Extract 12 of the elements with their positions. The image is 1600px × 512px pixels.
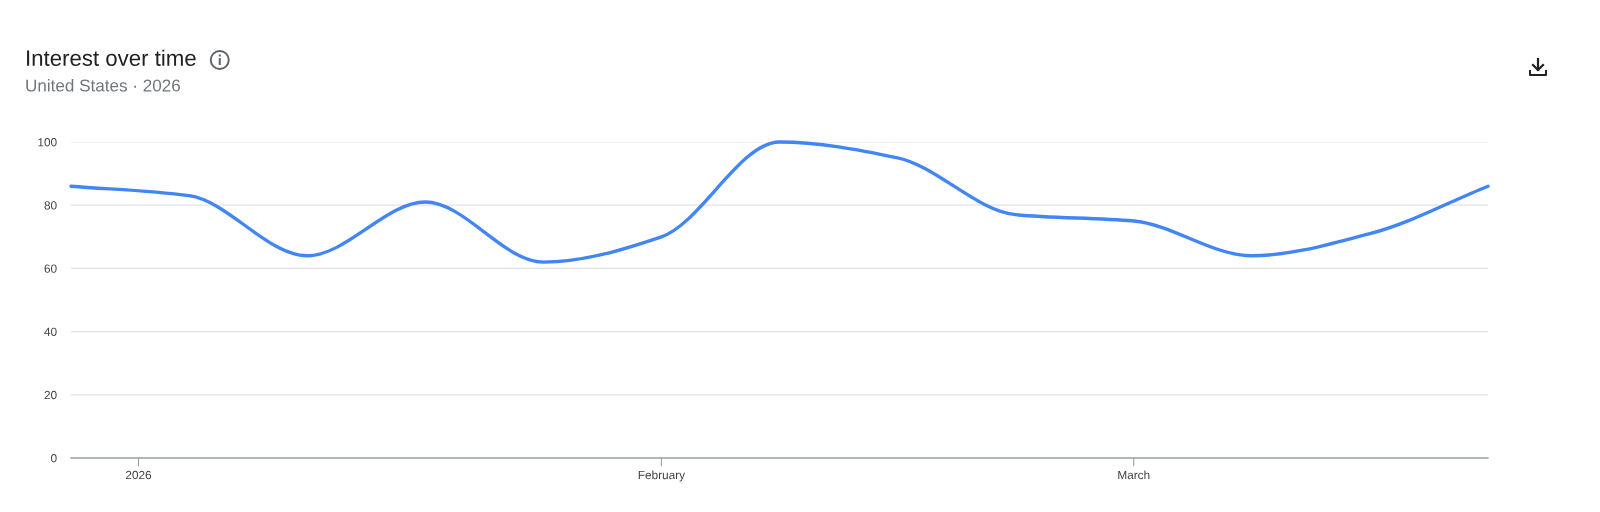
- y-tick-label: 0: [51, 454, 57, 463]
- x-tick-label: 2026: [125, 470, 152, 480]
- y-tick-label: 80: [44, 201, 57, 210]
- y-tick-label: 60: [44, 264, 57, 273]
- x-tick-label: February: [638, 470, 686, 482]
- chart-title: Interest over time: [27, 49, 196, 66]
- y-tick-label: 100: [38, 138, 57, 147]
- chart-subtitle: United States · 2026: [26, 79, 180, 92]
- y-tick-label: 20: [44, 390, 57, 400]
- y-tick-label: 40: [44, 327, 57, 336]
- x-tick-label: March: [1118, 470, 1150, 480]
- line-series: [69, 140, 1490, 264]
